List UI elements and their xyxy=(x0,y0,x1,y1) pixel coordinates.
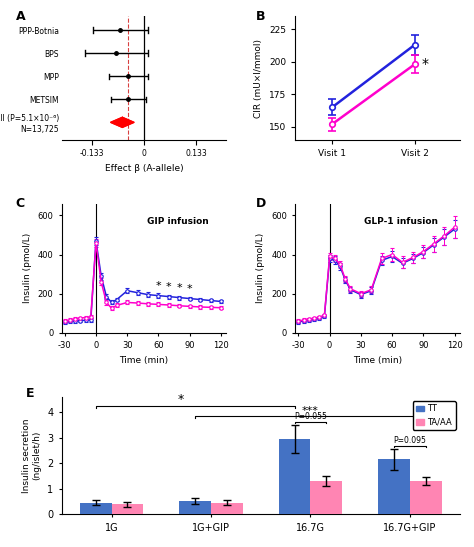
Y-axis label: Insulin (pmol/L): Insulin (pmol/L) xyxy=(256,233,265,304)
Bar xyxy=(179,501,211,514)
Text: GIP infusion: GIP infusion xyxy=(147,217,209,225)
Bar xyxy=(279,439,310,514)
Y-axis label: Insulin secretion
(ng/islet/h): Insulin secretion (ng/islet/h) xyxy=(22,418,42,493)
X-axis label: Time (min): Time (min) xyxy=(353,356,402,365)
Text: *: * xyxy=(166,282,172,292)
Y-axis label: Insulin (pmol/L): Insulin (pmol/L) xyxy=(23,233,32,304)
Bar xyxy=(111,504,143,514)
Text: A: A xyxy=(16,10,25,24)
Legend: TT, TA/AA: TT, TA/AA xyxy=(412,401,456,430)
Text: *: * xyxy=(187,284,192,294)
Text: P=0.055: P=0.055 xyxy=(294,412,327,421)
X-axis label: Effect β (A-allele): Effect β (A-allele) xyxy=(105,164,183,173)
Polygon shape xyxy=(110,117,134,127)
Text: B: B xyxy=(256,10,265,24)
Text: *: * xyxy=(422,57,429,72)
Text: ***: *** xyxy=(302,406,319,416)
Text: *: * xyxy=(178,393,184,405)
Text: P=0.095: P=0.095 xyxy=(393,435,426,445)
Bar xyxy=(211,503,243,514)
Y-axis label: CIR (mU×l/mmol): CIR (mU×l/mmol) xyxy=(255,38,264,118)
Bar xyxy=(310,481,342,514)
Bar xyxy=(410,481,442,514)
Bar xyxy=(80,503,111,514)
Text: GLP-1 infusion: GLP-1 infusion xyxy=(365,217,438,225)
Text: *: * xyxy=(155,281,161,291)
Bar xyxy=(378,459,410,514)
X-axis label: Time (min): Time (min) xyxy=(119,356,168,365)
Text: *: * xyxy=(176,283,182,293)
Text: C: C xyxy=(16,197,25,210)
Text: E: E xyxy=(26,387,34,400)
Text: D: D xyxy=(256,197,266,210)
